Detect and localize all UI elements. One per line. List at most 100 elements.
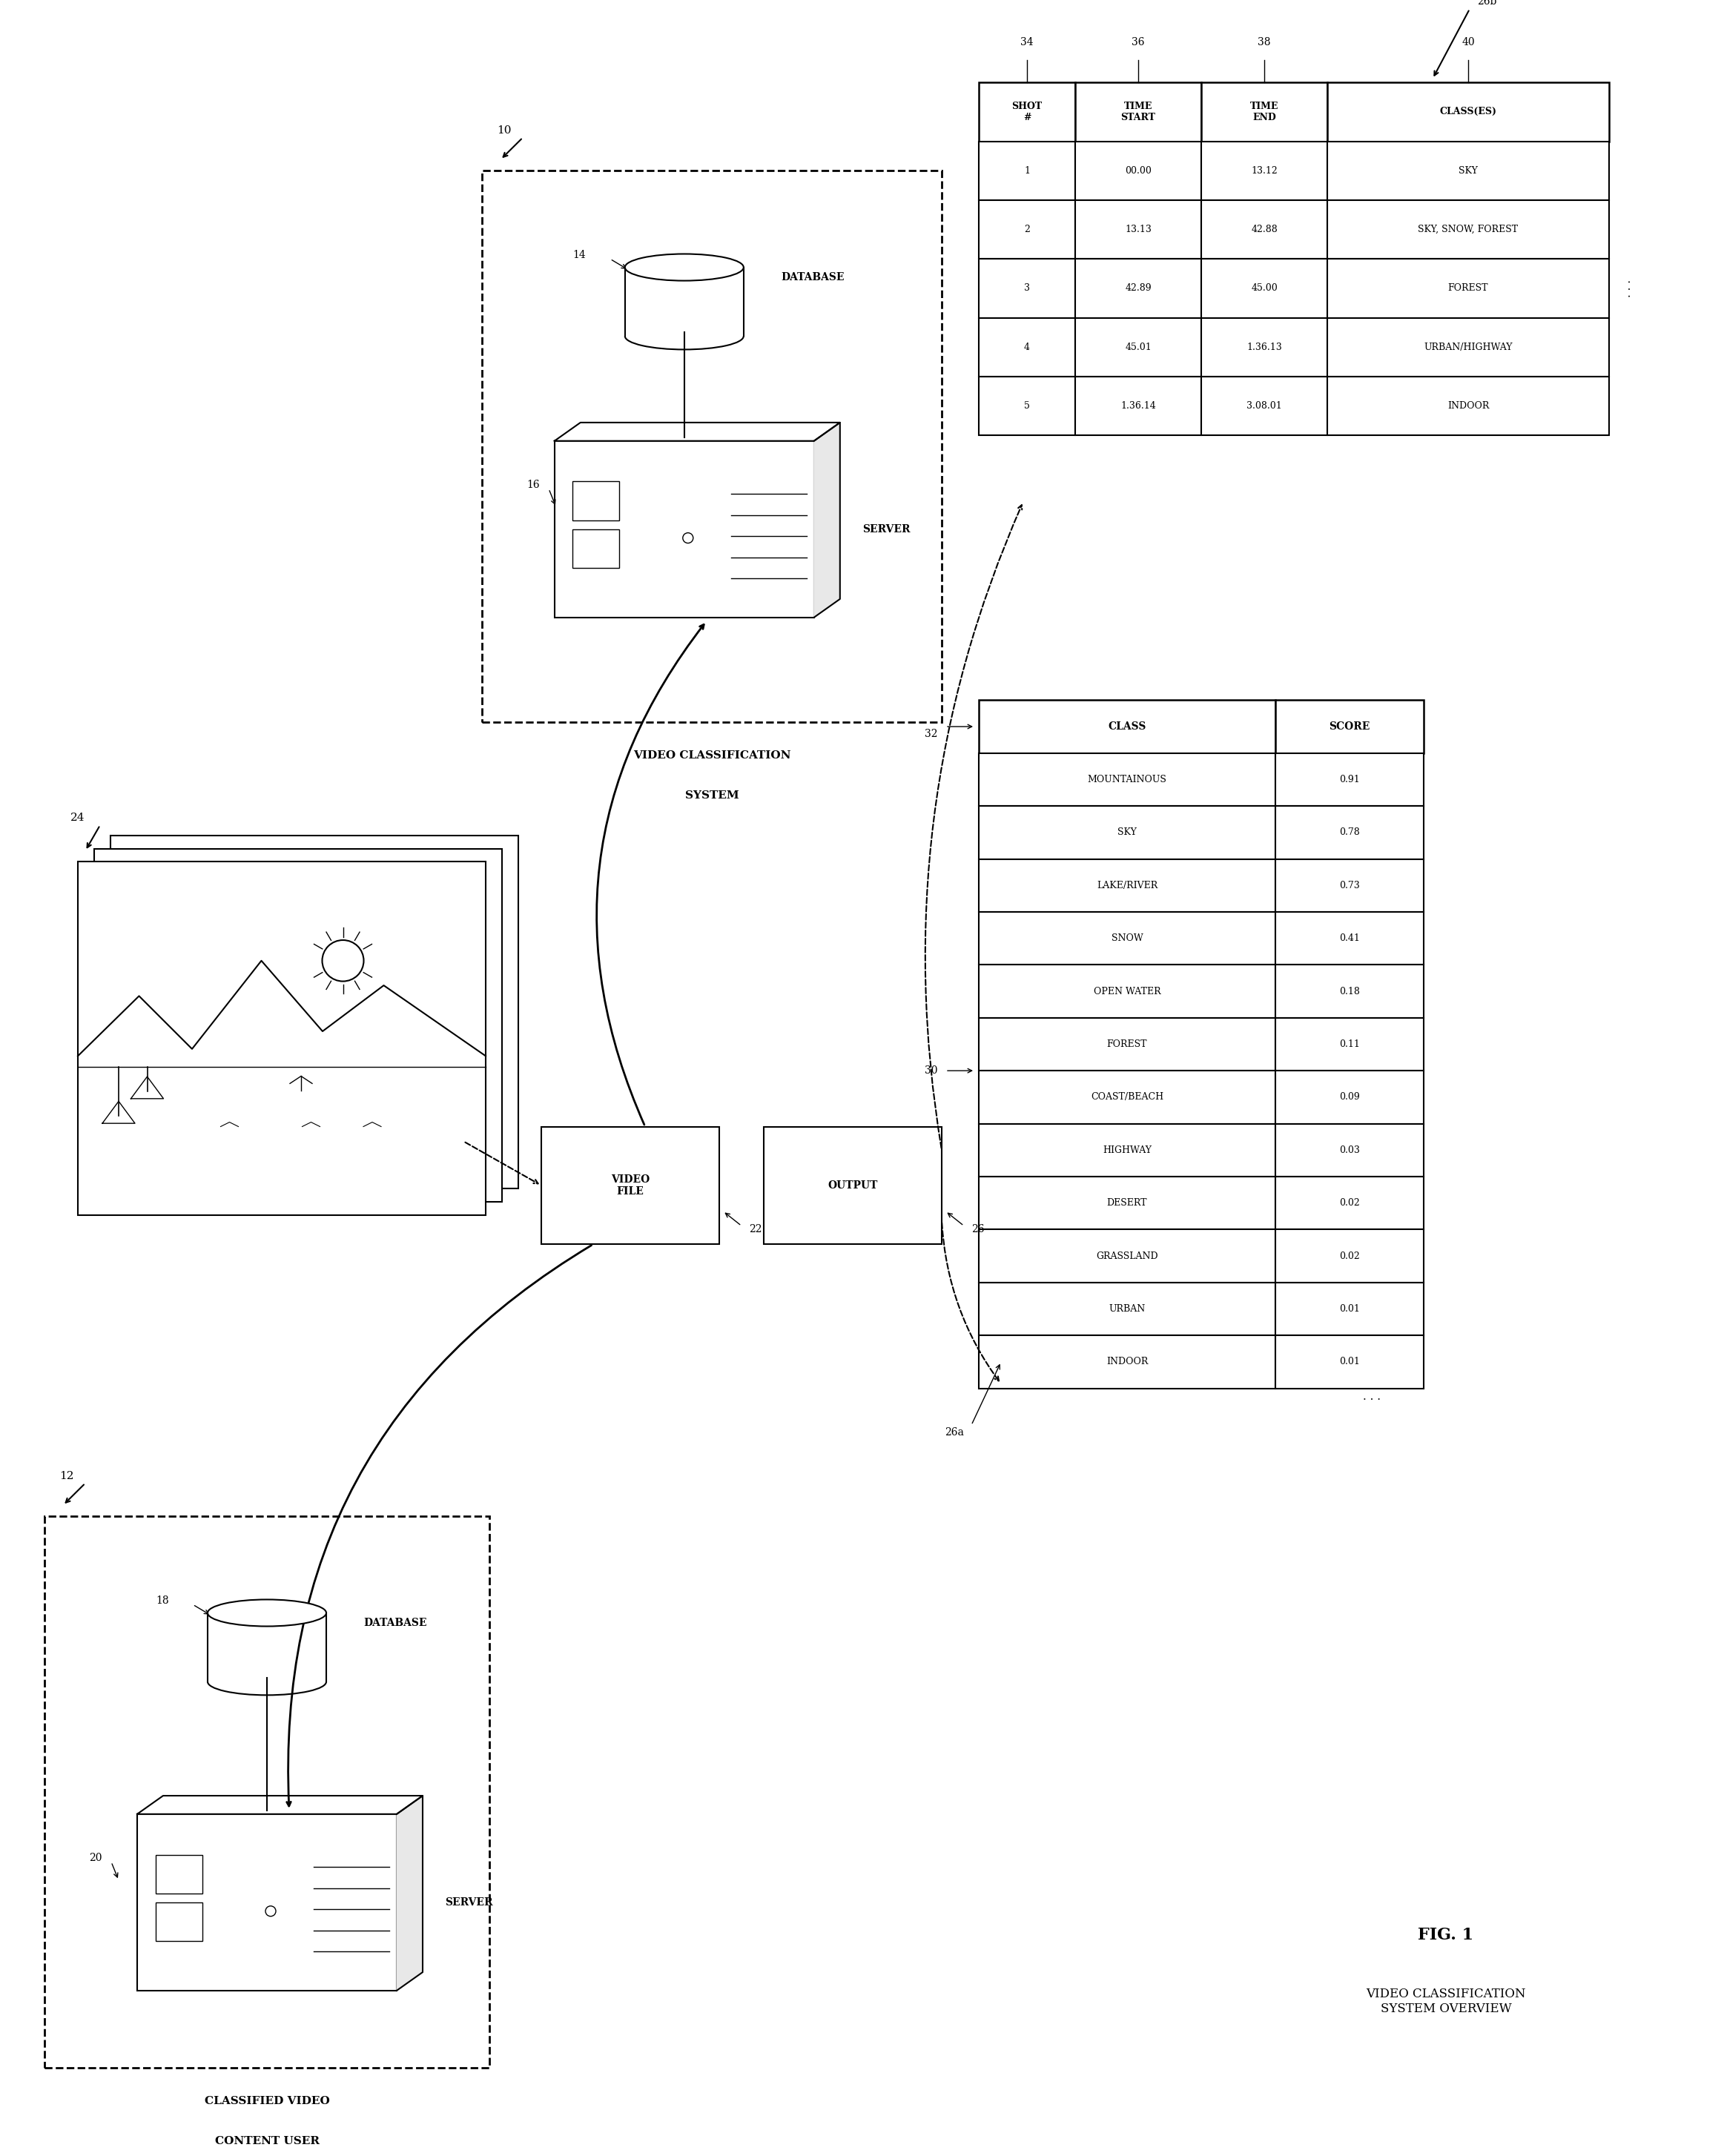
Bar [979,259,1076,317]
Bar [979,82,1076,142]
Text: 26a: 26a [945,1427,964,1438]
Text: 12: 12 [59,1470,74,1481]
Bar [1327,377,1608,436]
Bar [979,142,1076,201]
Text: 00.00: 00.00 [1126,166,1152,175]
Bar [1076,142,1202,201]
Bar [1276,1123,1424,1177]
Bar [1276,1229,1424,1283]
Bar [1276,701,1424,752]
Text: 0.91: 0.91 [1340,774,1360,785]
Bar [541,1128,719,1244]
Text: 0.01: 0.01 [1340,1304,1360,1313]
Text: 5: 5 [1024,401,1029,412]
Text: 1.36.13: 1.36.13 [1246,343,1283,351]
Text: TIME
START: TIME START [1121,101,1155,123]
Text: OUTPUT: OUTPUT [828,1179,878,1190]
Bar [95,849,502,1201]
Bar [1276,1072,1424,1123]
Text: FOREST: FOREST [1448,285,1488,293]
Text: 34: 34 [1021,37,1033,47]
Bar [155,1854,202,1893]
Text: SKY, SNOW, FOREST: SKY, SNOW, FOREST [1419,224,1519,235]
Bar [764,1128,941,1244]
Text: CONTENT USER: CONTENT USER [216,2137,319,2147]
Bar [1327,82,1608,142]
Text: VIDEO CLASSIFICATION
SYSTEM OVERVIEW: VIDEO CLASSIFICATION SYSTEM OVERVIEW [1365,1988,1526,2016]
Bar [1076,259,1202,317]
Bar [1276,912,1424,966]
Text: 0.18: 0.18 [1340,987,1360,996]
Text: SNOW: SNOW [1112,934,1143,942]
Bar [1276,1283,1424,1335]
Text: SYSTEM: SYSTEM [684,791,740,800]
Bar [979,752,1276,806]
Bar [979,1229,1276,1283]
Text: 1: 1 [1024,166,1029,175]
Text: CLASSIFIED VIDEO: CLASSIFIED VIDEO [205,2096,329,2106]
Text: 10: 10 [497,125,512,136]
Text: 0.09: 0.09 [1340,1093,1360,1102]
Text: 30: 30 [926,1065,938,1076]
Text: 4: 4 [1024,343,1029,351]
Text: SKY: SKY [1117,828,1136,837]
Text: DATABASE: DATABASE [364,1617,428,1628]
Bar [1276,1177,1424,1229]
Polygon shape [555,423,840,442]
Bar [1276,966,1424,1018]
Text: 36: 36 [1131,37,1145,47]
Text: SKY: SKY [1459,166,1477,175]
Text: 0.41: 0.41 [1340,934,1360,942]
Bar [1202,201,1327,259]
Text: 26: 26 [971,1225,984,1235]
Text: 42.88: 42.88 [1252,224,1277,235]
Text: 24: 24 [71,813,84,824]
Text: 13.12: 13.12 [1252,166,1277,175]
Text: 32: 32 [926,729,938,740]
Text: TIME
END: TIME END [1250,101,1279,123]
Text: 0.02: 0.02 [1340,1199,1360,1207]
Text: URBAN/HIGHWAY: URBAN/HIGHWAY [1424,343,1512,351]
Text: . . .: . . . [1364,1393,1381,1401]
Bar [979,1335,1276,1388]
Text: 22: 22 [748,1225,762,1235]
Text: 0.01: 0.01 [1340,1356,1360,1367]
Bar [1327,142,1608,201]
Ellipse shape [207,1600,326,1626]
Text: 0.02: 0.02 [1340,1250,1360,1261]
Text: INDOOR: INDOOR [1446,401,1490,412]
Text: 26b: 26b [1477,0,1496,6]
Bar [979,201,1076,259]
Bar [1076,377,1202,436]
Polygon shape [397,1796,422,1990]
Bar [1076,201,1202,259]
Text: 38: 38 [1259,37,1271,47]
Bar [979,1283,1276,1335]
Bar [45,1516,490,2068]
Text: 13.13: 13.13 [1126,224,1152,235]
Text: FIG. 1: FIG. 1 [1419,1927,1474,1943]
Text: MOUNTAINOUS: MOUNTAINOUS [1088,774,1167,785]
Text: VIDEO CLASSIFICATION: VIDEO CLASSIFICATION [633,750,791,761]
Bar [1327,259,1608,317]
Text: CLASS: CLASS [1109,722,1146,731]
Text: SCORE: SCORE [1329,722,1371,731]
Polygon shape [138,1796,422,1813]
Text: 18: 18 [155,1595,169,1606]
Text: SHOT
#: SHOT # [1012,101,1043,123]
Ellipse shape [624,254,743,280]
Text: 3: 3 [1024,285,1029,293]
Bar [78,862,486,1214]
Text: INDOOR: INDOOR [1107,1356,1148,1367]
Bar [1327,201,1608,259]
Bar [979,377,1076,436]
Text: . . .: . . . [1622,280,1633,298]
Bar [979,806,1276,858]
Bar [1076,82,1202,142]
Bar [555,442,814,617]
Bar [483,170,941,722]
Text: 14: 14 [572,250,586,261]
Text: 0.73: 0.73 [1340,880,1360,890]
Bar [979,1123,1276,1177]
Text: CLASS(ES): CLASS(ES) [1440,108,1496,116]
